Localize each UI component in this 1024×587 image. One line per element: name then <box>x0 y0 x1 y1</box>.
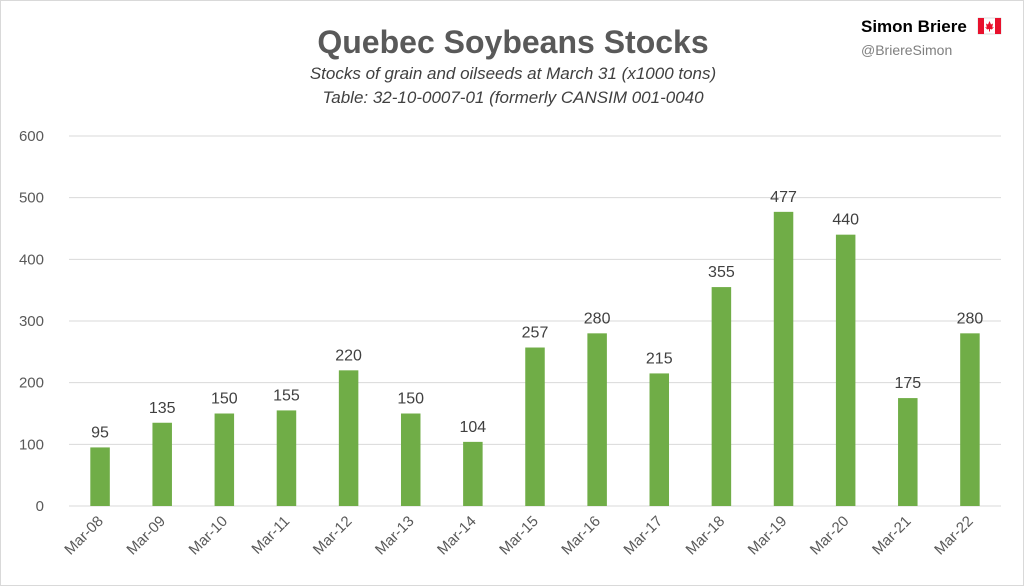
bar-mar-22 <box>960 333 980 506</box>
data-label: 104 <box>460 419 487 436</box>
x-tick-label: Mar-13 <box>372 513 418 559</box>
bar-mar-09 <box>152 422 172 506</box>
x-tick-label: Mar-11 <box>248 513 293 558</box>
bar-mar-18 <box>711 287 732 506</box>
data-label: 150 <box>211 391 238 408</box>
bar-mar-15 <box>525 347 545 506</box>
data-label: 280 <box>584 310 611 327</box>
x-tick-label: Mar-14 <box>434 513 480 559</box>
data-label: 355 <box>708 264 735 281</box>
x-tick-label: Mar-09 <box>123 513 169 559</box>
bar-mar-20 <box>835 234 856 506</box>
author-handle: @BriereSimon <box>861 42 952 58</box>
data-label: 135 <box>149 400 176 417</box>
canada-flag-icon <box>977 17 1002 35</box>
bar-mar-11 <box>276 410 297 506</box>
chart-title: Quebec Soybeans Stocks <box>317 24 708 60</box>
bar-mar-17 <box>649 373 670 506</box>
x-tick-label: Mar-19 <box>745 513 791 559</box>
bar-mar-13 <box>400 413 421 506</box>
x-tick-label: Mar-15 <box>496 513 542 559</box>
y-tick-label: 0 <box>36 498 44 515</box>
x-tick-label: Mar-12 <box>310 513 356 559</box>
data-label: 95 <box>91 424 109 441</box>
data-labels: 95 135 150 155 220 150 104 257 280 215 355 477 440 17… <box>91 189 983 442</box>
bar-mar-21 <box>898 398 918 506</box>
x-tick-label: Mar-16 <box>558 513 604 559</box>
bar-mar-19 <box>773 211 794 506</box>
data-label: 150 <box>397 391 424 408</box>
bar-mar-12 <box>338 370 359 506</box>
chart-subtitle: Stocks of grain and oilseeds at March 31… <box>310 64 716 83</box>
bar-mar-10 <box>214 413 235 506</box>
y-tick-label: 500 <box>19 190 44 207</box>
data-label: 477 <box>770 189 797 206</box>
bar-series <box>90 211 980 506</box>
author-name: Simon Briere <box>861 17 967 36</box>
x-tick-label: Mar-20 <box>807 513 853 559</box>
chart-subtitle-table: Table: 32-10-0007-01 (formerly CANSIM 00… <box>322 88 704 107</box>
x-axis-ticks: Mar-08 Mar-09 Mar-10 Mar-11 Mar-12 Mar-13 Mar-… <box>61 513 976 559</box>
data-label: 215 <box>646 350 673 367</box>
y-axis-ticks: 0 100 200 300 400 500 600 <box>19 128 44 515</box>
y-tick-label: 600 <box>19 128 44 145</box>
x-tick-label: Mar-21 <box>869 513 915 559</box>
data-label: 155 <box>273 387 300 404</box>
y-tick-label: 400 <box>19 251 44 268</box>
x-tick-label: Mar-18 <box>683 513 729 559</box>
data-label: 440 <box>832 212 859 229</box>
bar-mar-16 <box>587 333 607 506</box>
data-label: 257 <box>522 325 549 342</box>
data-label: 280 <box>957 310 984 327</box>
y-tick-label: 100 <box>19 436 44 453</box>
data-label: 220 <box>335 347 362 364</box>
bar-mar-14 <box>463 441 483 506</box>
bar-mar-08 <box>90 447 110 506</box>
x-tick-label: Mar-22 <box>931 513 977 559</box>
x-tick-label: Mar-08 <box>61 513 107 559</box>
y-tick-label: 300 <box>19 313 44 330</box>
x-tick-label: Mar-17 <box>620 513 666 559</box>
x-tick-label: Mar-10 <box>186 513 232 559</box>
y-tick-label: 200 <box>19 375 44 392</box>
data-label: 175 <box>894 375 921 392</box>
